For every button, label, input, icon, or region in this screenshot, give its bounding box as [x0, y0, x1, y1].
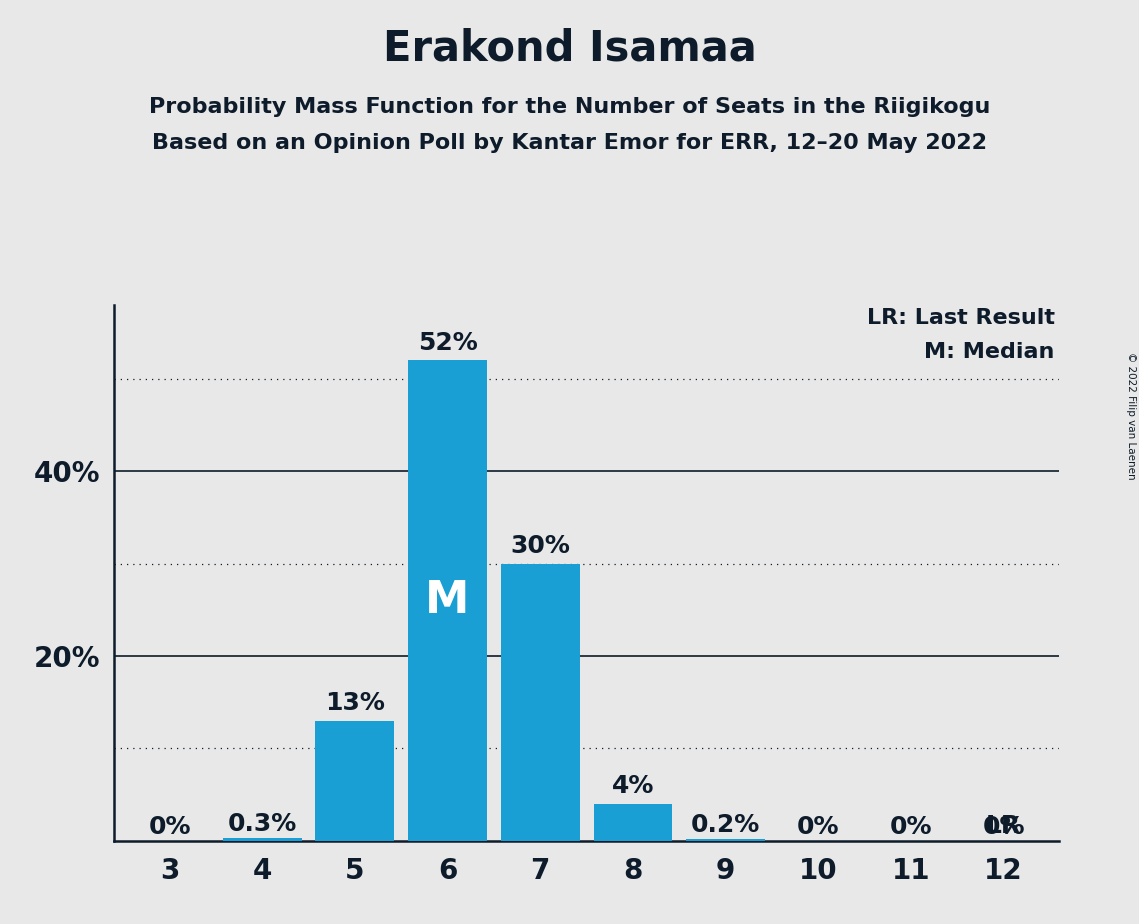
- Text: 30%: 30%: [510, 534, 571, 558]
- Bar: [593, 804, 672, 841]
- Text: M: Median: M: Median: [924, 343, 1055, 362]
- Bar: [408, 360, 487, 841]
- Bar: [686, 839, 765, 841]
- Text: Probability Mass Function for the Number of Seats in the Riigikogu: Probability Mass Function for the Number…: [149, 97, 990, 117]
- Text: © 2022 Filip van Laenen: © 2022 Filip van Laenen: [1126, 352, 1136, 480]
- Text: 4%: 4%: [612, 774, 654, 798]
- Bar: [316, 721, 394, 841]
- Text: 0%: 0%: [890, 815, 932, 839]
- Bar: [223, 838, 302, 841]
- Text: Erakond Isamaa: Erakond Isamaa: [383, 28, 756, 69]
- Text: 0.2%: 0.2%: [691, 813, 760, 837]
- Text: LR: Last Result: LR: Last Result: [867, 308, 1055, 328]
- Bar: [501, 564, 580, 841]
- Text: 13%: 13%: [325, 691, 385, 715]
- Text: Based on an Opinion Poll by Kantar Emor for ERR, 12–20 May 2022: Based on an Opinion Poll by Kantar Emor …: [151, 133, 988, 153]
- Text: 0.3%: 0.3%: [228, 812, 297, 836]
- Text: LR: LR: [986, 814, 1022, 838]
- Text: 0%: 0%: [148, 815, 190, 839]
- Text: 0%: 0%: [983, 815, 1025, 839]
- Text: 0%: 0%: [797, 815, 839, 839]
- Text: 52%: 52%: [418, 331, 477, 355]
- Text: M: M: [425, 579, 469, 622]
